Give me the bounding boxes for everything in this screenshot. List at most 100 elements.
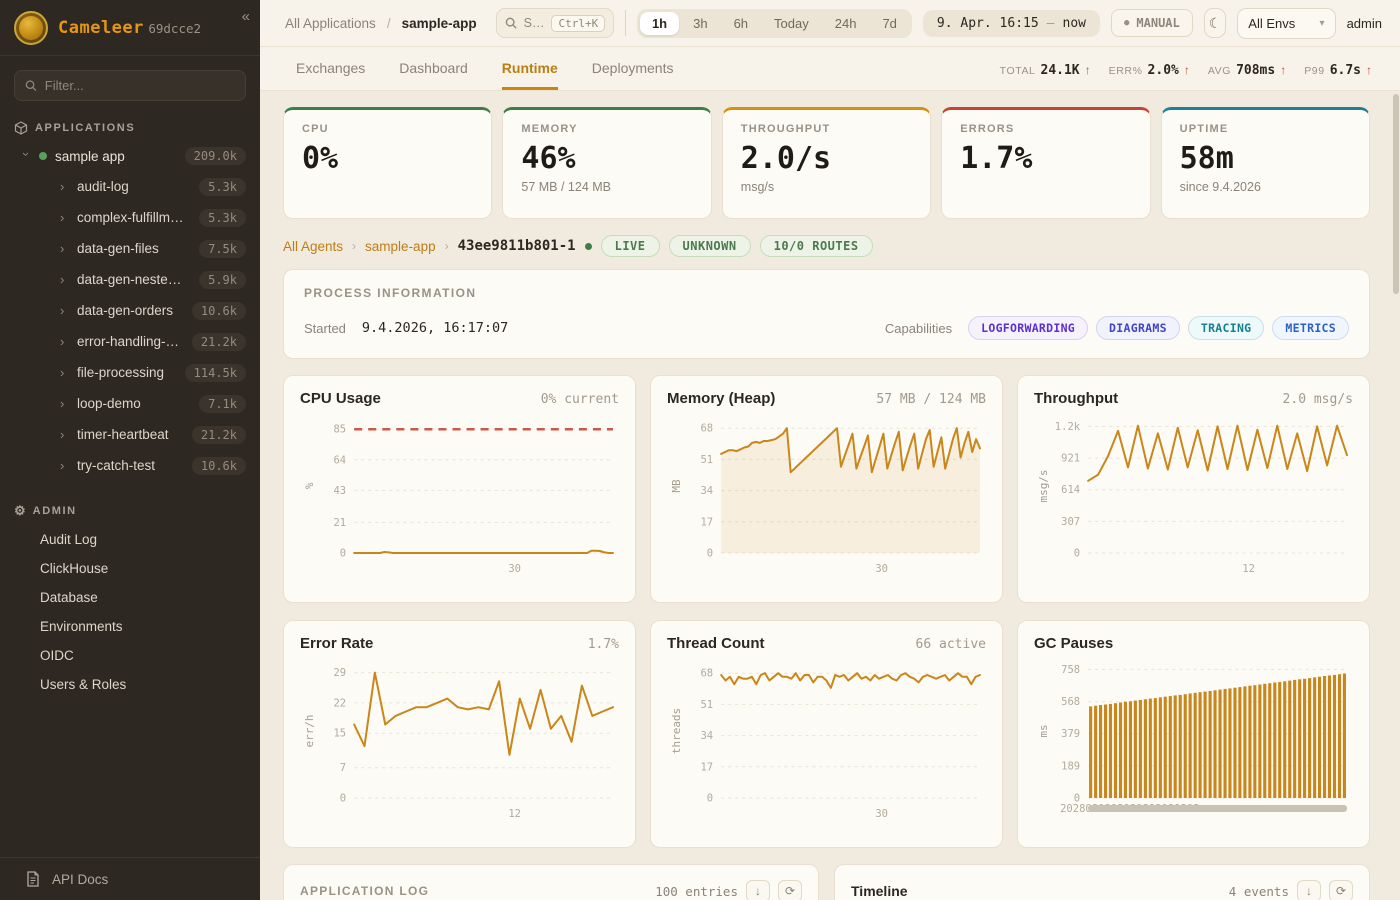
sidebar-item-route[interactable]: › complex-fulfillm… 5.3k	[0, 202, 260, 233]
time-range-button[interactable]: Today	[774, 15, 809, 31]
applications-label: APPLICATIONS	[35, 122, 136, 134]
svg-text:ms: ms	[1037, 724, 1050, 737]
sidebar-item-admin[interactable]: OIDC	[40, 648, 74, 663]
count-badge: 7.5k	[199, 239, 246, 258]
sidebar-item-route[interactable]: › timer-heartbeat 21.2k	[0, 419, 260, 450]
stat-label: TOTAL	[999, 65, 1036, 77]
breadcrumb-agent-app[interactable]: sample-app	[365, 238, 436, 254]
chevron-right-icon[interactable]: ›	[60, 303, 65, 318]
metric-label: CPU	[302, 123, 329, 135]
chevron-right-icon[interactable]: ›	[60, 365, 65, 380]
process-information-panel: PROCESS INFORMATION Started 9.4.2026, 16…	[283, 269, 1370, 359]
time-range-button[interactable]: 6h	[733, 15, 749, 31]
sidebar-item-route[interactable]: › data-gen-files 7.5k	[0, 233, 260, 264]
sidebar-header: Cameleer 69dcce2 «	[0, 0, 260, 56]
breadcrumb-all-applications[interactable]: All Applications	[285, 15, 376, 31]
sidebar-item-route[interactable]: › data-gen-orders 10.6k	[0, 295, 260, 326]
chevron-right-icon[interactable]: ›	[60, 179, 65, 194]
time-range-button[interactable]: 24h	[834, 15, 857, 31]
sidebar-item-sample-app[interactable]: › sample app 209.0k	[0, 141, 260, 171]
refresh-button[interactable]: ⟳	[1329, 880, 1353, 900]
sidebar-item-admin[interactable]: Environments	[40, 619, 123, 634]
time-range-button[interactable]: 3h	[693, 15, 708, 31]
sidebar-item-admin[interactable]: Users & Roles	[40, 677, 127, 692]
admin-list: Audit Log ClickHouse Database Environmen…	[0, 525, 260, 699]
chevron-right-icon[interactable]: ›	[60, 427, 65, 442]
env-select[interactable]: All Envs ▾	[1237, 7, 1336, 39]
sidebar-item-route[interactable]: › try-catch-test 10.6k	[0, 450, 260, 481]
tab[interactable]: Runtime	[501, 60, 558, 90]
metric-card: MEMORY 46% 57 MB / 124 MB	[502, 107, 712, 219]
sidebar-item-route[interactable]: › loop-demo 7.1k	[0, 388, 260, 419]
chart-header: Memory (Heap) 57 MB / 124 MB	[667, 390, 986, 407]
chevron-right-icon[interactable]: ›	[60, 210, 65, 225]
applications-tree: › sample app 209.0k › audit-log 5.3k › c…	[0, 141, 260, 481]
date-range-chip[interactable]: 9. Apr. 16:15 — now	[922, 9, 1100, 37]
process-info-row: Started 9.4.2026, 16:17:07 Capabilities …	[304, 316, 1349, 340]
sidebar-item-route[interactable]: › error-handling-… 21.2k	[0, 326, 260, 357]
filter-input[interactable]	[44, 78, 235, 93]
count-badge: 209.0k	[184, 147, 246, 165]
svg-text:568: 568	[1061, 696, 1080, 708]
svg-text:MB: MB	[670, 479, 683, 493]
stat-value: 24.1K	[1040, 63, 1080, 78]
sidebar-collapse-icon[interactable]: «	[241, 8, 250, 25]
vertical-scrollbar[interactable]	[1393, 94, 1399, 294]
chart-card: Memory (Heap) 57 MB / 124 MB 68 51 34 17 0 MB…	[650, 375, 1003, 603]
svg-text:0: 0	[1074, 793, 1080, 805]
manual-refresh-button[interactable]: ● MANUAL	[1110, 9, 1193, 37]
count-badge: 21.2k	[191, 332, 246, 351]
svg-text:0: 0	[707, 548, 713, 560]
svg-text:7: 7	[340, 762, 346, 774]
count-badge: 10.6k	[191, 301, 246, 320]
chart-plot: 85 64 43 21 0% 30	[300, 411, 619, 584]
app-children-list: › audit-log 5.3k › complex-fulfillm… 5.3…	[0, 171, 260, 481]
sidebar-item-route[interactable]: › file-processing 114.5k	[0, 357, 260, 388]
metric-cards: CPU 0% MEMORY 46% 57 MB / 124 MB THROUGH…	[283, 107, 1370, 219]
chevron-right-icon[interactable]: ›	[60, 396, 65, 411]
svg-text:1.2k: 1.2k	[1055, 421, 1081, 433]
chart-subtitle: 0% current	[540, 392, 619, 407]
refresh-button[interactable]: ⟳	[778, 880, 802, 900]
chevron-down-icon[interactable]: ›	[19, 151, 34, 156]
svg-text:err/h: err/h	[303, 714, 316, 747]
sidebar: Cameleer 69dcce2 « APPLICATIONS › sample…	[0, 0, 260, 900]
chevron-right-icon[interactable]: ›	[60, 458, 65, 473]
tab[interactable]: Exchanges	[296, 60, 366, 76]
search-shortcut: Ctrl+K	[551, 14, 606, 32]
chevron-right-icon[interactable]: ›	[60, 272, 65, 287]
breadcrumb-all-agents[interactable]: All Agents	[283, 238, 344, 254]
sidebar-item-admin[interactable]: Audit Log	[40, 532, 98, 547]
tab[interactable]: Deployments	[591, 60, 674, 76]
sidebar-spacer	[0, 699, 260, 857]
global-search[interactable]: S… Ctrl+K	[495, 8, 615, 38]
sidebar-item-route[interactable]: › data-gen-neste… 5.9k	[0, 264, 260, 295]
user-menu[interactable]: admin	[1346, 15, 1382, 31]
sidebar-item-admin[interactable]: ClickHouse	[40, 561, 109, 576]
stat-value: 708ms	[1236, 63, 1276, 78]
moon-icon: ☾	[1208, 14, 1222, 31]
status-badge: UNKNOWN	[668, 235, 751, 257]
download-button[interactable]: ↓	[746, 880, 770, 900]
dark-mode-toggle[interactable]: ☾	[1203, 8, 1227, 38]
svg-text:12: 12	[508, 808, 521, 820]
time-range-button[interactable]: 7d	[882, 15, 897, 31]
trend-up-icon: ↑	[1280, 63, 1287, 77]
tab[interactable]: Dashboard	[399, 60, 468, 76]
chart-card: GC Pauses 7585683791890ms202808080808080…	[1017, 620, 1370, 848]
sidebar-item-admin[interactable]: Database	[40, 590, 98, 605]
chart-card: CPU Usage 0% current 85 64 43 21 0% 30	[283, 375, 636, 603]
chevron-right-icon[interactable]: ›	[60, 334, 65, 349]
metric-label: UPTIME	[1179, 123, 1229, 135]
capability-badge: DIAGRAMS	[1096, 316, 1180, 340]
chevron-right-icon[interactable]: ›	[60, 241, 65, 256]
filter-box[interactable]	[14, 70, 246, 101]
count-badge: 21.2k	[191, 425, 246, 444]
sidebar-item-route[interactable]: › audit-log 5.3k	[0, 171, 260, 202]
timeline-panel: Timeline 4 events ↓ ⟳	[834, 864, 1370, 900]
time-range-button[interactable]: 1h	[639, 11, 680, 35]
started-value: 9.4.2026, 16:17:07	[361, 320, 509, 336]
chart-subtitle: 2.0 msg/s	[1282, 392, 1353, 407]
download-button[interactable]: ↓	[1297, 880, 1321, 900]
sidebar-item-api-docs[interactable]: API Docs	[0, 857, 260, 900]
